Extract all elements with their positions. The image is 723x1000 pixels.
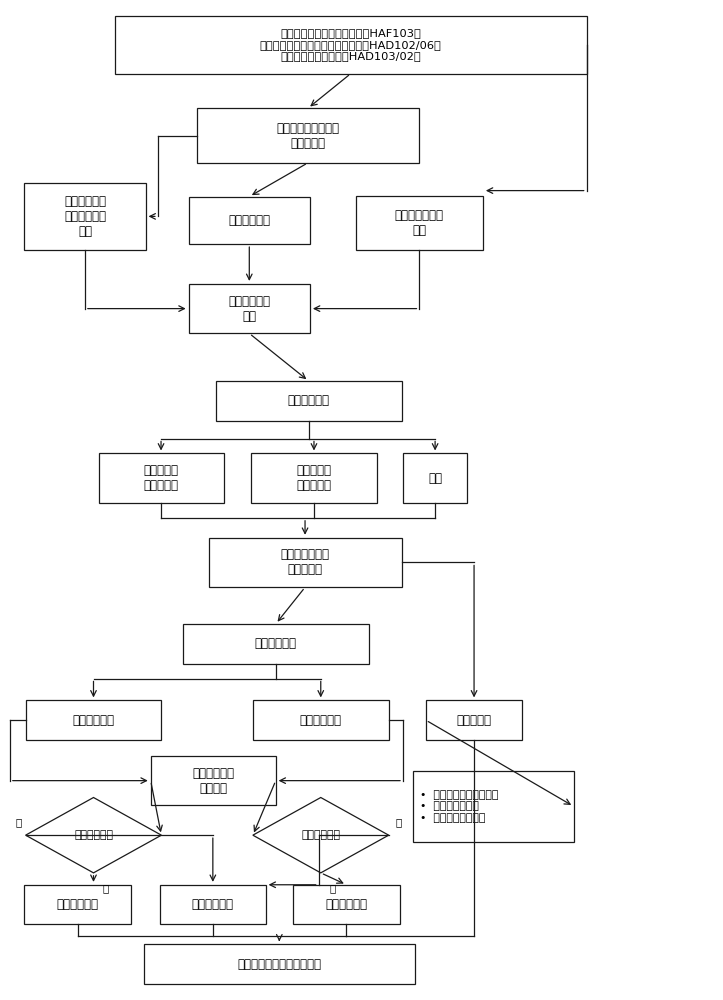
- Text: 试验项目设计: 试验项目设计: [288, 394, 330, 407]
- Text: 基于工程经验: 基于工程经验: [192, 898, 234, 911]
- Text: 按照标准设计: 按照标准设计: [325, 898, 367, 911]
- FancyBboxPatch shape: [160, 885, 266, 924]
- Polygon shape: [25, 798, 161, 873]
- Text: 法规、导则和
标准要求: 法规、导则和 标准要求: [192, 767, 234, 795]
- FancyBboxPatch shape: [356, 196, 483, 250]
- FancyBboxPatch shape: [252, 453, 377, 503]
- FancyBboxPatch shape: [403, 453, 467, 503]
- FancyBboxPatch shape: [24, 885, 132, 924]
- Text: 边界状态要求: 边界状态要求: [228, 214, 270, 227]
- FancyBboxPatch shape: [293, 885, 400, 924]
- FancyBboxPatch shape: [98, 453, 223, 503]
- FancyBboxPatch shape: [197, 108, 419, 163]
- Text: 是: 是: [330, 883, 335, 893]
- Text: 安全壳边界贯穿及工
艺管线梳理: 安全壳边界贯穿及工 艺管线梳理: [276, 122, 339, 150]
- Text: 否: 否: [16, 817, 22, 827]
- Text: 是: 是: [102, 883, 108, 893]
- FancyBboxPatch shape: [115, 16, 586, 74]
- Polygon shape: [253, 798, 389, 873]
- Text: 否: 否: [395, 817, 402, 827]
- Text: 人员、工艺系
统和设备安全
要求: 人员、工艺系 统和设备安全 要求: [64, 195, 106, 238]
- FancyBboxPatch shape: [183, 624, 369, 664]
- Text: 阶梯持续时间: 阶梯持续时间: [300, 714, 342, 727]
- FancyBboxPatch shape: [189, 284, 310, 333]
- FancyBboxPatch shape: [25, 700, 161, 740]
- FancyBboxPatch shape: [24, 183, 145, 250]
- Text: •  法规、导则和标准限值
•  结构完整性影响
•  试验数据采集要求: • 法规、导则和标准限值 • 结构完整性影响 • 试验数据采集要求: [420, 790, 498, 823]
- Text: 按照标准设计: 按照标准设计: [57, 898, 99, 911]
- FancyBboxPatch shape: [189, 197, 310, 244]
- FancyBboxPatch shape: [144, 944, 415, 984]
- Text: 试验先决条件
设计: 试验先决条件 设计: [228, 295, 270, 323]
- FancyBboxPatch shape: [215, 381, 401, 421]
- Text: 安全壳功能要求
梳理: 安全壳功能要求 梳理: [395, 209, 444, 237]
- Text: 强制压力要求: 强制压力要求: [74, 830, 113, 840]
- FancyBboxPatch shape: [150, 756, 275, 805]
- Text: 强制持续时间: 强制持续时间: [301, 830, 341, 840]
- Text: 升降压速率: 升降压速率: [456, 714, 492, 727]
- FancyBboxPatch shape: [426, 700, 522, 740]
- Text: 安全功能要
求试验设计: 安全功能要 求试验设计: [144, 464, 179, 492]
- FancyBboxPatch shape: [413, 771, 574, 842]
- Text: 先进安全壳整体性试验方案: 先进安全壳整体性试验方案: [237, 958, 321, 971]
- Text: 阶梯压力选择: 阶梯压力选择: [72, 714, 114, 727]
- Text: 《核动力厂运行安全规定》（HAF103）
《核电厂反应堆安全壳系统设计》（HAD102/06）
《核电厂调试程序》（HAD103/02）: 《核动力厂运行安全规定》（HAF103） 《核电厂反应堆安全壳系统设计》（HAD…: [260, 28, 442, 61]
- Text: 整体性试验升降
压曲线设计: 整体性试验升降 压曲线设计: [281, 548, 330, 576]
- Text: 可运行性相
关试验设计: 可运行性相 关试验设计: [296, 464, 331, 492]
- FancyBboxPatch shape: [253, 700, 389, 740]
- FancyBboxPatch shape: [208, 538, 401, 587]
- Text: 其他: 其他: [428, 472, 442, 485]
- Text: 压力阶梯设计: 压力阶梯设计: [254, 637, 296, 650]
